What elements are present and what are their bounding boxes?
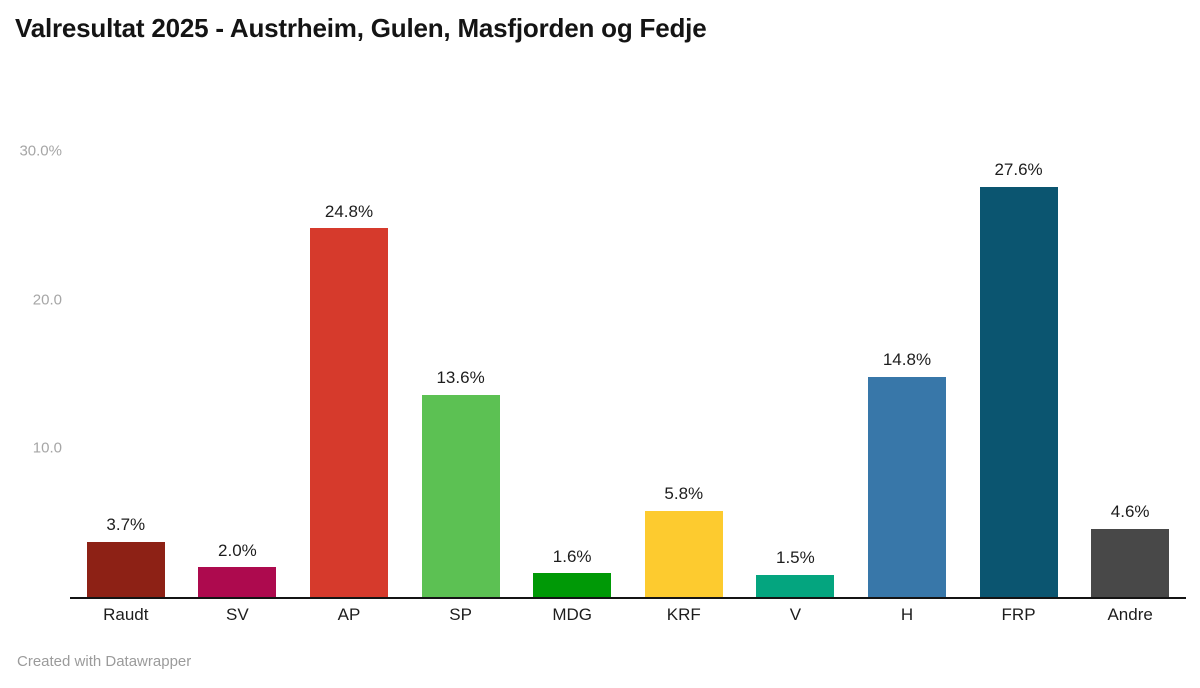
- chart-title: Valresultat 2025 - Austrheim, Gulen, Mas…: [15, 13, 707, 43]
- bar-krf: [644, 510, 723, 597]
- bar-sv: [198, 567, 277, 597]
- attribution-link[interactable]: Created with Datawrapper: [17, 653, 192, 670]
- bar-raudt: [86, 541, 165, 597]
- category-label-v: V: [789, 605, 802, 624]
- category-label-frp: FRP: [1001, 605, 1036, 624]
- plot-area: 3.7% 2.0% 24.8% 13.6% 1.6% 5.8% 1.5% 14.8% 27.6%…: [70, 110, 1186, 599]
- bar-column-raudt: 3.7%: [70, 110, 182, 597]
- bar-column-krf: 5.8%: [628, 110, 740, 597]
- bar-ap: [309, 228, 388, 597]
- bar-value-label: 24.8%: [324, 201, 374, 221]
- category-label-andre: Andre: [1107, 605, 1153, 624]
- bar-value-label: 27.6%: [994, 159, 1043, 179]
- bar-sp: [421, 394, 500, 597]
- bar-andre: [1091, 528, 1170, 597]
- bar-value-label: 3.7%: [106, 515, 146, 535]
- bar-column-h: 14.8%: [851, 110, 963, 597]
- y-axis-ticks: 10.0 20.0 30.0%: [0, 0, 62, 688]
- bar-column-mdg: 1.6%: [516, 110, 628, 597]
- y-tick-label: 30.0%: [19, 142, 62, 160]
- bar-mdg: [533, 573, 612, 597]
- category-label-sp: SP: [449, 605, 472, 624]
- y-tick-label: 20.0: [32, 291, 62, 309]
- bar-column-ap: 24.8%: [293, 110, 405, 597]
- bar-value-label: 13.6%: [436, 368, 485, 388]
- bar-column-v: 1.5%: [740, 110, 852, 597]
- y-tick-label: 10.0: [32, 439, 62, 457]
- bar-value-label: 14.8%: [882, 350, 932, 370]
- category-label-ap: AP: [337, 605, 361, 624]
- bar-value-label: 1.6%: [552, 546, 592, 566]
- bar-frp: [979, 186, 1058, 597]
- category-label-mdg: MDG: [552, 605, 592, 624]
- bar-value-label: 1.5%: [775, 548, 815, 568]
- bar-column-andre: 4.6%: [1074, 110, 1186, 597]
- bar-value-label: 4.6%: [1110, 501, 1150, 521]
- bar-column-sp: 13.6%: [405, 110, 517, 597]
- category-label-krf: KRF: [666, 605, 701, 624]
- bar-h: [867, 376, 946, 597]
- category-label-h: H: [900, 605, 914, 624]
- bar-column-sv: 2.0%: [182, 110, 294, 597]
- bar-v: [756, 574, 835, 597]
- bar-value-label: 2.0%: [218, 540, 257, 560]
- bar-value-label: 5.8%: [664, 484, 704, 504]
- category-label-sv: SV: [226, 605, 249, 624]
- bar-column-frp: 27.6%: [963, 110, 1075, 597]
- category-axis: Raudt SV AP SP MDG KRF V H FRP Andre: [70, 605, 1186, 625]
- category-label-raudt: Raudt: [103, 605, 149, 624]
